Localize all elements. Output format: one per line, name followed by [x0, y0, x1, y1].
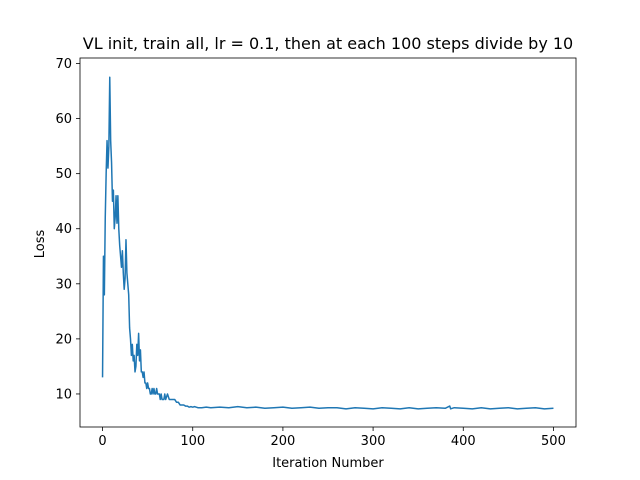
y-axis-label: Loss — [33, 230, 48, 259]
y-tick-label: 20 — [55, 332, 72, 347]
x-axis-ticks: 0 100 200 300 400 500 — [98, 427, 566, 449]
x-tick-label: 200 — [270, 434, 295, 449]
y-tick-label: 40 — [55, 222, 72, 237]
chart-title: VL init, train all, lr = 0.1, then at ea… — [83, 34, 573, 53]
x-axis-label: Iteration Number — [272, 456, 384, 471]
plot-area — [79, 57, 577, 428]
x-tick-label: 100 — [180, 434, 205, 449]
y-tick-label: 70 — [55, 57, 72, 72]
x-tick-label: 0 — [98, 434, 106, 449]
y-tick-label: 60 — [55, 112, 72, 127]
y-tick-label: 50 — [55, 167, 72, 182]
x-tick-label: 400 — [451, 434, 476, 449]
x-tick-label: 500 — [541, 434, 566, 449]
y-axis-ticks: 10 20 30 40 50 60 70 — [55, 57, 80, 402]
axes-frame — [79, 57, 577, 428]
y-tick-label: 30 — [55, 277, 72, 292]
x-tick-label: 300 — [361, 434, 386, 449]
y-tick-label: 10 — [55, 387, 72, 402]
loss-series-line-0 — [101, 76, 554, 410]
